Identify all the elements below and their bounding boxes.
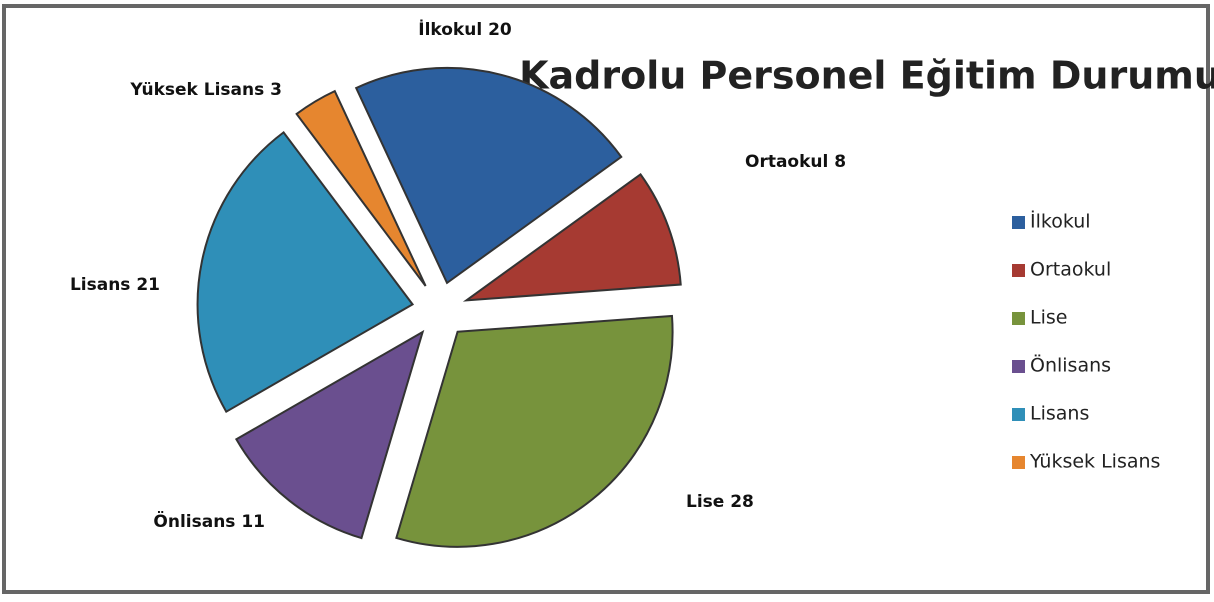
legend-label: Ortaokul [1030, 259, 1111, 281]
legend-swatch [1012, 456, 1025, 469]
legend-label: Lise [1030, 307, 1067, 329]
legend-label: Önlisans [1030, 354, 1111, 377]
pie-slice [462, 172, 682, 302]
pie-slice [196, 130, 415, 414]
legend-label: Yüksek Lisans [1029, 451, 1160, 473]
legend-swatch [1012, 216, 1025, 229]
data-label: Lise 28 [686, 492, 754, 512]
legend-swatch [1012, 312, 1025, 325]
data-label: Ortaokul 8 [745, 152, 846, 172]
legend-swatch [1012, 264, 1025, 277]
legend-swatch [1012, 360, 1025, 373]
legend-label: İlkokul [1030, 210, 1091, 233]
data-label: Önlisans 11 [153, 510, 265, 532]
legend-label: Lisans [1030, 403, 1089, 425]
pie-slice [295, 89, 427, 287]
data-label: İlkokul 20 [418, 18, 512, 40]
chart-title: Kadrolu Personel Eğitim Durumu [519, 54, 1214, 98]
legend-swatch [1012, 408, 1025, 421]
pie-slice [395, 314, 674, 548]
data-label: Lisans 21 [70, 275, 160, 295]
data-label: Yüksek Lisans 3 [129, 80, 282, 100]
pie-slice [354, 66, 623, 285]
pie-slice [234, 329, 425, 540]
